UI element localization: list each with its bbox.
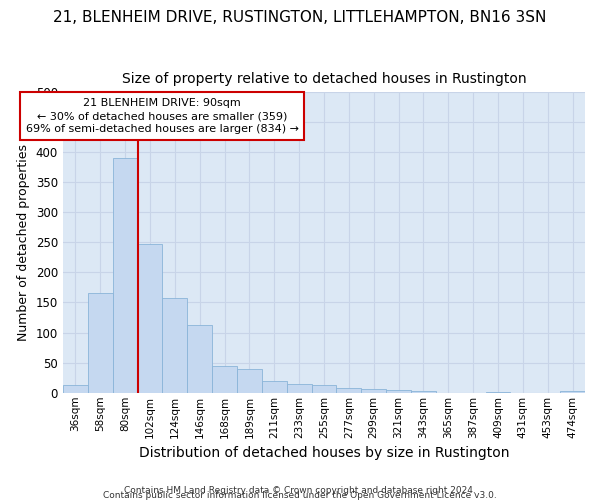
Bar: [137, 244, 163, 393]
Bar: [163, 298, 187, 393]
Bar: [411, 391, 436, 393]
Text: 21 BLENHEIM DRIVE: 90sqm
← 30% of detached houses are smaller (359)
69% of semi-: 21 BLENHEIM DRIVE: 90sqm ← 30% of detach…: [26, 98, 299, 134]
Bar: [212, 366, 237, 393]
Bar: [187, 325, 212, 393]
Bar: [88, 294, 113, 393]
Bar: [237, 368, 262, 393]
Text: Contains HM Land Registry data © Crown copyright and database right 2024.: Contains HM Land Registry data © Crown c…: [124, 486, 476, 495]
Bar: [63, 385, 88, 393]
X-axis label: Distribution of detached houses by size in Rustington: Distribution of detached houses by size …: [139, 446, 509, 460]
Bar: [113, 158, 137, 393]
Bar: [337, 388, 361, 393]
Text: Contains public sector information licensed under the Open Government Licence v3: Contains public sector information licen…: [103, 491, 497, 500]
Y-axis label: Number of detached properties: Number of detached properties: [17, 144, 30, 341]
Bar: [287, 384, 311, 393]
Title: Size of property relative to detached houses in Rustington: Size of property relative to detached ho…: [122, 72, 526, 86]
Bar: [262, 380, 287, 393]
Bar: [386, 390, 411, 393]
Bar: [311, 385, 337, 393]
Bar: [560, 391, 585, 393]
Bar: [361, 388, 386, 393]
Text: 21, BLENHEIM DRIVE, RUSTINGTON, LITTLEHAMPTON, BN16 3SN: 21, BLENHEIM DRIVE, RUSTINGTON, LITTLEHA…: [53, 10, 547, 25]
Bar: [485, 392, 511, 393]
